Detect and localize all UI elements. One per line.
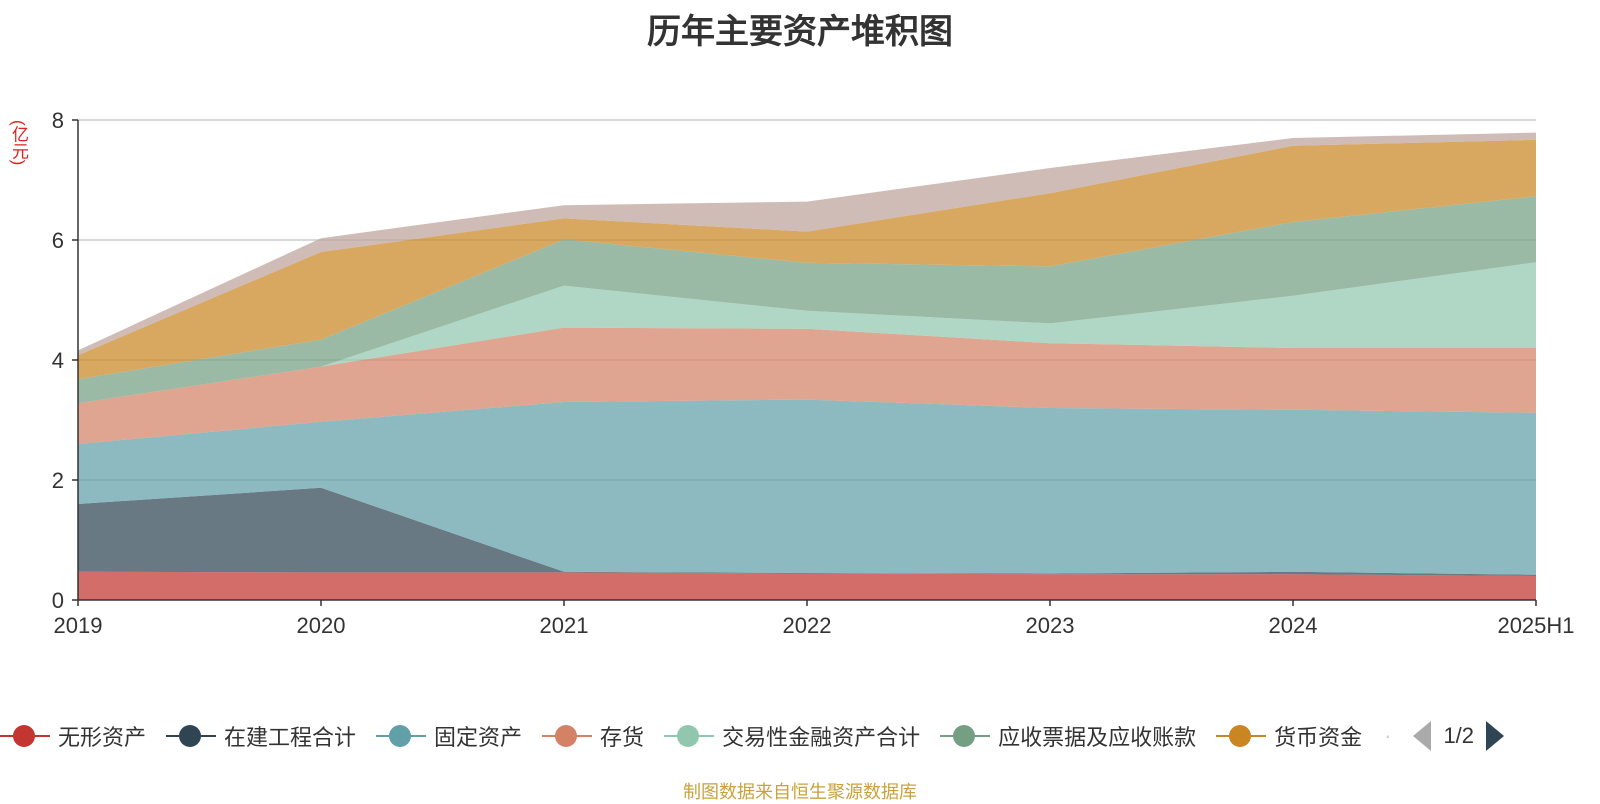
data-source-note: 制图数据来自恒生聚源数据库 [683,782,917,802]
x-tick-label-5: 2024 [1269,613,1318,638]
x-tick-label-2: 2021 [540,613,589,638]
legend-marker-icon [1216,724,1267,748]
legend-prev-page-icon[interactable] [1413,721,1432,751]
legend-label-2: 固定资产 [434,725,523,750]
legend-marker-icon [376,724,427,748]
legend-label-3: 存货 [600,725,645,750]
legend-marker-icon [940,724,991,748]
legend-label-4: 交易性金融资产合计 [722,725,921,750]
y-tick-label-1: 2 [52,468,64,493]
legend-item-5[interactable]: 应收票据及应收账款 [940,720,1196,752]
legend-pager: 1/2 [1413,721,1505,751]
area-series-7[interactable] [78,132,1536,356]
y-tick-label-2: 4 [52,348,64,373]
legend-item-0[interactable]: 无形资产 [0,720,146,752]
legend-marker-icon [542,724,593,748]
legend-item-4[interactable]: 交易性金融资产合计 [664,720,920,752]
legend-item-3[interactable]: 存货 [542,720,644,752]
legend-item-2[interactable]: 固定资产 [376,720,522,752]
legend-label-1: 在建工程合计 [224,725,357,750]
legend-marker-icon [664,724,715,748]
area-series-4[interactable] [78,262,1536,404]
x-tick-label-4: 2023 [1026,613,1075,638]
legend-label-6: 货币资金 [1274,725,1363,750]
legend-item-6[interactable]: 货币资金 [1216,720,1362,752]
axes: 0 2 4 6 8 2019 2020 2021 2022 2023 2024 2025H1 [52,108,1575,638]
chart-title: 历年主要资产堆积图 [647,13,953,51]
legend-overflow-dot: · [1384,723,1392,748]
legend-next-page-icon[interactable] [1486,721,1505,751]
legend: 无形资产 在建工程合计 固定资产 存货 交易性金融资产合计 应收票据及应收账款 货币资金 ·… [0,718,1505,754]
legend-marker-icon [0,724,50,748]
legend-page-indicator: 1/2 [1443,723,1475,748]
y-tick-label-4: 8 [52,108,64,133]
x-tick-label-6: 2025H1 [1497,613,1574,638]
area-series-2[interactable] [78,399,1536,575]
y-tick-label-0: 0 [52,588,64,613]
x-tick-label-3: 2022 [783,613,832,638]
area-series-1[interactable] [78,487,1536,576]
legend-item-1[interactable]: 在建工程合计 [166,720,356,752]
legend-items: 无形资产 在建工程合计 固定资产 存货 交易性金融资产合计 应收票据及应收账款 货币资金 [0,720,1382,752]
area-series-3[interactable] [78,327,1536,444]
series-areas [78,132,1536,600]
y-axis-unit-label: (亿元) [9,120,28,166]
area-series-5[interactable] [78,196,1536,404]
x-tick-label-1: 2020 [297,613,346,638]
stacked-area-chart: 0 2 4 6 8 2019 2020 2021 2022 2023 2024 2025H1 [52,108,1575,638]
area-series-6[interactable] [78,139,1536,380]
legend-marker-icon [166,724,217,748]
area-series-0[interactable] [78,571,1536,600]
legend-label-0: 无形资产 [58,725,147,750]
x-tick-label-0: 2019 [54,613,103,638]
y-tick-label-3: 6 [52,228,64,253]
legend-label-5: 应收票据及应收账款 [998,725,1197,750]
